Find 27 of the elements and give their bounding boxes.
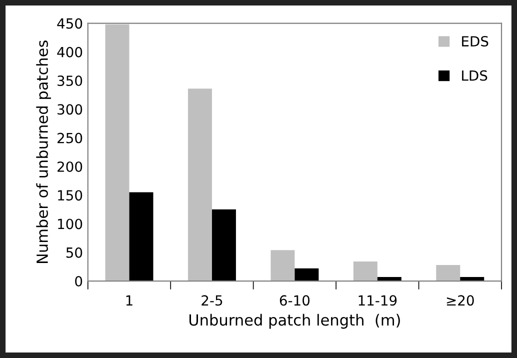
x-tick-label: 2-5 — [202, 295, 222, 306]
x-tick-label: 1 — [126, 295, 132, 306]
y-tick-label: 450 — [57, 18, 82, 29]
y-tick-label: 400 — [57, 46, 82, 58]
bar — [188, 88, 212, 282]
y-tick-label: 300 — [58, 104, 82, 115]
y-tick-label: 0 — [75, 276, 82, 287]
y-tick-label: 200 — [58, 161, 82, 172]
y-tick-label: 250 — [58, 132, 82, 144]
bar — [129, 192, 154, 282]
bar — [353, 262, 378, 282]
x-axis-title: Unburned patch length (m) — [189, 314, 400, 329]
x-tick-label: 11-19 — [358, 295, 397, 306]
legend-label: EDS — [462, 36, 488, 47]
x-tick-label: 6-10 — [280, 295, 310, 306]
y-axis-title: Number of unburned patches — [36, 40, 51, 263]
x-tick-label: ≥20 — [446, 295, 474, 306]
bar — [436, 264, 460, 282]
y-tick-label: 100 — [58, 218, 82, 230]
bar — [212, 209, 236, 282]
legend-label: LDS — [462, 70, 488, 81]
y-tick-label: 350 — [58, 76, 82, 86]
bar — [105, 24, 130, 282]
bar — [270, 250, 295, 282]
y-tick-label: 150 — [58, 190, 82, 201]
y-tick-label: 50 — [66, 247, 82, 258]
bar — [294, 268, 319, 282]
